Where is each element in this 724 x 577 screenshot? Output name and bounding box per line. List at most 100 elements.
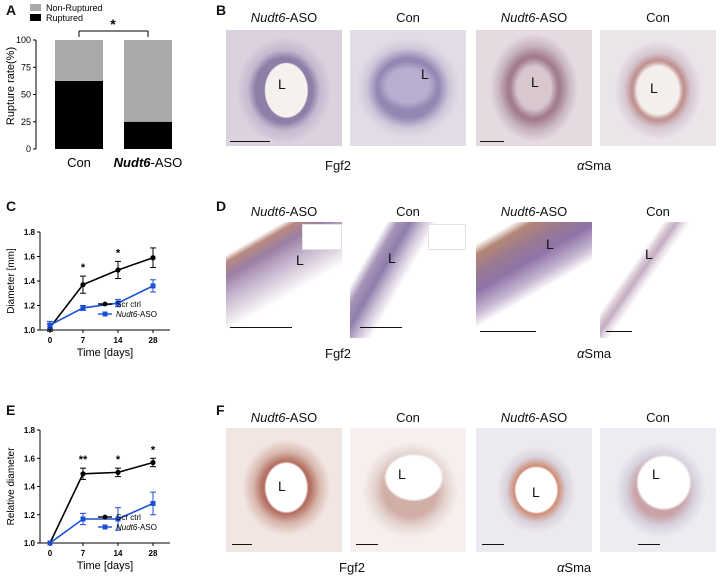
micrograph-d3 xyxy=(476,222,592,338)
panel-label-e: E xyxy=(6,402,16,418)
y-tick-label-1: 1.2 xyxy=(24,302,36,311)
stain-label-b-fgf2: Fgf2 xyxy=(325,158,352,173)
y-axis-label: Relative diameter xyxy=(6,447,17,525)
point-aso-0 xyxy=(47,540,53,546)
micrograph-f1 xyxy=(226,428,342,552)
y-tick-label-0: 1.0 xyxy=(24,326,36,335)
legend-label-ruptured: Ruptured xyxy=(46,13,83,23)
y-axis-label: Diameter [mm] xyxy=(6,248,17,314)
significance-star-1: * xyxy=(116,247,121,259)
point-scr-1 xyxy=(80,282,86,288)
chart-a-rupture-rate: Non-Ruptured Ruptured Rupture rate(%) 0 2… xyxy=(5,3,183,170)
stain-label-f-fgf2: Fgf2 xyxy=(339,560,366,575)
y-tick-label-1: 1.2 xyxy=(24,511,36,520)
header-f2: Con xyxy=(396,410,420,425)
series-line-0 xyxy=(49,256,154,329)
legend-swatch-nonruptured xyxy=(30,4,41,11)
chart-e-relative-diameter: 1.0 1.2 1.4 1.6 1.8 0 7 14 28 Time [days] Relative… xyxy=(6,426,170,572)
stain-label-d-fgf2: Fgf2 xyxy=(325,346,352,361)
micrograph-b3 xyxy=(476,30,592,146)
point-aso-2 xyxy=(115,516,121,522)
header-b4: Con xyxy=(646,10,670,25)
x-tick-label-0: 0 xyxy=(48,549,53,558)
y-tick-label-4: 1.8 xyxy=(24,228,36,237)
x-tick-label-3: 28 xyxy=(149,336,158,345)
micrograph-f4 xyxy=(600,428,716,552)
legend-label-aso: Nudt6-ASO xyxy=(116,523,157,532)
x-axis-label: Time [days] xyxy=(77,347,133,359)
scale-bar-d2 xyxy=(360,327,402,328)
lumen-label-b1: L xyxy=(278,76,286,92)
panel-label-f: F xyxy=(216,402,225,418)
micrograph-d4 xyxy=(600,222,716,338)
scale-bar-f4 xyxy=(638,544,660,545)
series-line-1 xyxy=(49,285,154,326)
micrograph-b1 xyxy=(226,30,342,146)
header-b2: Con xyxy=(396,10,420,25)
x-tick-label-1: 7 xyxy=(81,549,86,558)
header-d4: Con xyxy=(646,204,670,219)
y-tick-label-3: 75 xyxy=(21,62,31,72)
scale-bar-b3 xyxy=(480,141,504,142)
point-scr-1 xyxy=(80,471,86,477)
lumen-label-b4: L xyxy=(650,80,658,96)
y-tick-label-0: 0 xyxy=(26,144,31,154)
x-tick-label-aso: Nudt6-ASO xyxy=(114,155,183,170)
lumen-label-d3: L xyxy=(546,236,554,252)
y-axis-label: Rupture rate(%) xyxy=(5,47,17,125)
scale-bar-d4 xyxy=(606,331,632,332)
micrograph-b2 xyxy=(350,30,466,146)
header-f3: Nudt6-ASO xyxy=(500,410,568,425)
bar-ruptured-0 xyxy=(55,80,103,149)
lumen-label-b2: L xyxy=(421,66,429,82)
y-tick-label-2: 50 xyxy=(21,90,31,100)
scale-bar-b1 xyxy=(230,141,270,142)
header-b1: Nudt6-ASO xyxy=(250,10,318,25)
panel-label-c: C xyxy=(6,198,17,214)
y-tick-label-2: 1.4 xyxy=(24,277,36,286)
x-tick-label-1: 7 xyxy=(81,336,86,345)
scale-bar-f2 xyxy=(356,544,378,545)
y-tick-label-3: 1.6 xyxy=(24,454,36,463)
significance-star-0: ** xyxy=(79,454,88,466)
y-tick-label-4: 1.8 xyxy=(24,426,36,435)
y-tick-label-4: 100 xyxy=(16,35,31,45)
point-aso-1 xyxy=(80,305,86,311)
x-axis-label: Time [days] xyxy=(77,560,133,572)
header-d3: Nudt6-ASO xyxy=(500,204,568,219)
lumen-label-f4: L xyxy=(652,466,660,482)
lumen-label-f1: L xyxy=(278,478,286,494)
point-aso-3 xyxy=(150,500,156,506)
lumen-label-d2: L xyxy=(388,250,396,266)
scale-bar-d3 xyxy=(480,331,536,332)
significance-star-2: * xyxy=(151,444,156,456)
legend-marker-scr xyxy=(102,514,108,520)
point-aso-0 xyxy=(47,322,53,328)
scale-bar-f1 xyxy=(232,544,252,545)
header-f1: Nudt6-ASO xyxy=(250,410,318,425)
stain-label-b-asma: αSma xyxy=(577,158,612,173)
scale-bar-d1 xyxy=(230,327,292,328)
header-f4: Con xyxy=(646,410,670,425)
lumen-label-b3: L xyxy=(531,74,539,90)
series-line-0 xyxy=(49,461,154,544)
lumen-label-f3: L xyxy=(532,484,540,500)
x-tick-label-2: 14 xyxy=(114,549,123,558)
x-tick-label-3: 28 xyxy=(149,549,158,558)
legend-label-scr: Scr ctrl xyxy=(116,300,141,309)
y-tick-label-1: 25 xyxy=(21,117,31,127)
scale-bar-f3 xyxy=(482,544,504,545)
point-aso-1 xyxy=(80,516,86,522)
point-aso-3 xyxy=(150,283,156,289)
point-scr-3 xyxy=(150,255,156,261)
bar-nonruptured-1 xyxy=(124,40,172,122)
significance-star-1: * xyxy=(116,454,121,466)
point-scr-2 xyxy=(115,267,121,273)
panel-label-a: A xyxy=(6,2,17,18)
significance-star: * xyxy=(110,16,116,32)
x-tick-label-con: Con xyxy=(67,155,91,170)
lumen-label-d1: L xyxy=(296,252,304,268)
micrograph-f2 xyxy=(350,428,466,552)
legend-swatch-ruptured xyxy=(30,14,41,21)
micrograph-d2-inset xyxy=(428,224,466,250)
